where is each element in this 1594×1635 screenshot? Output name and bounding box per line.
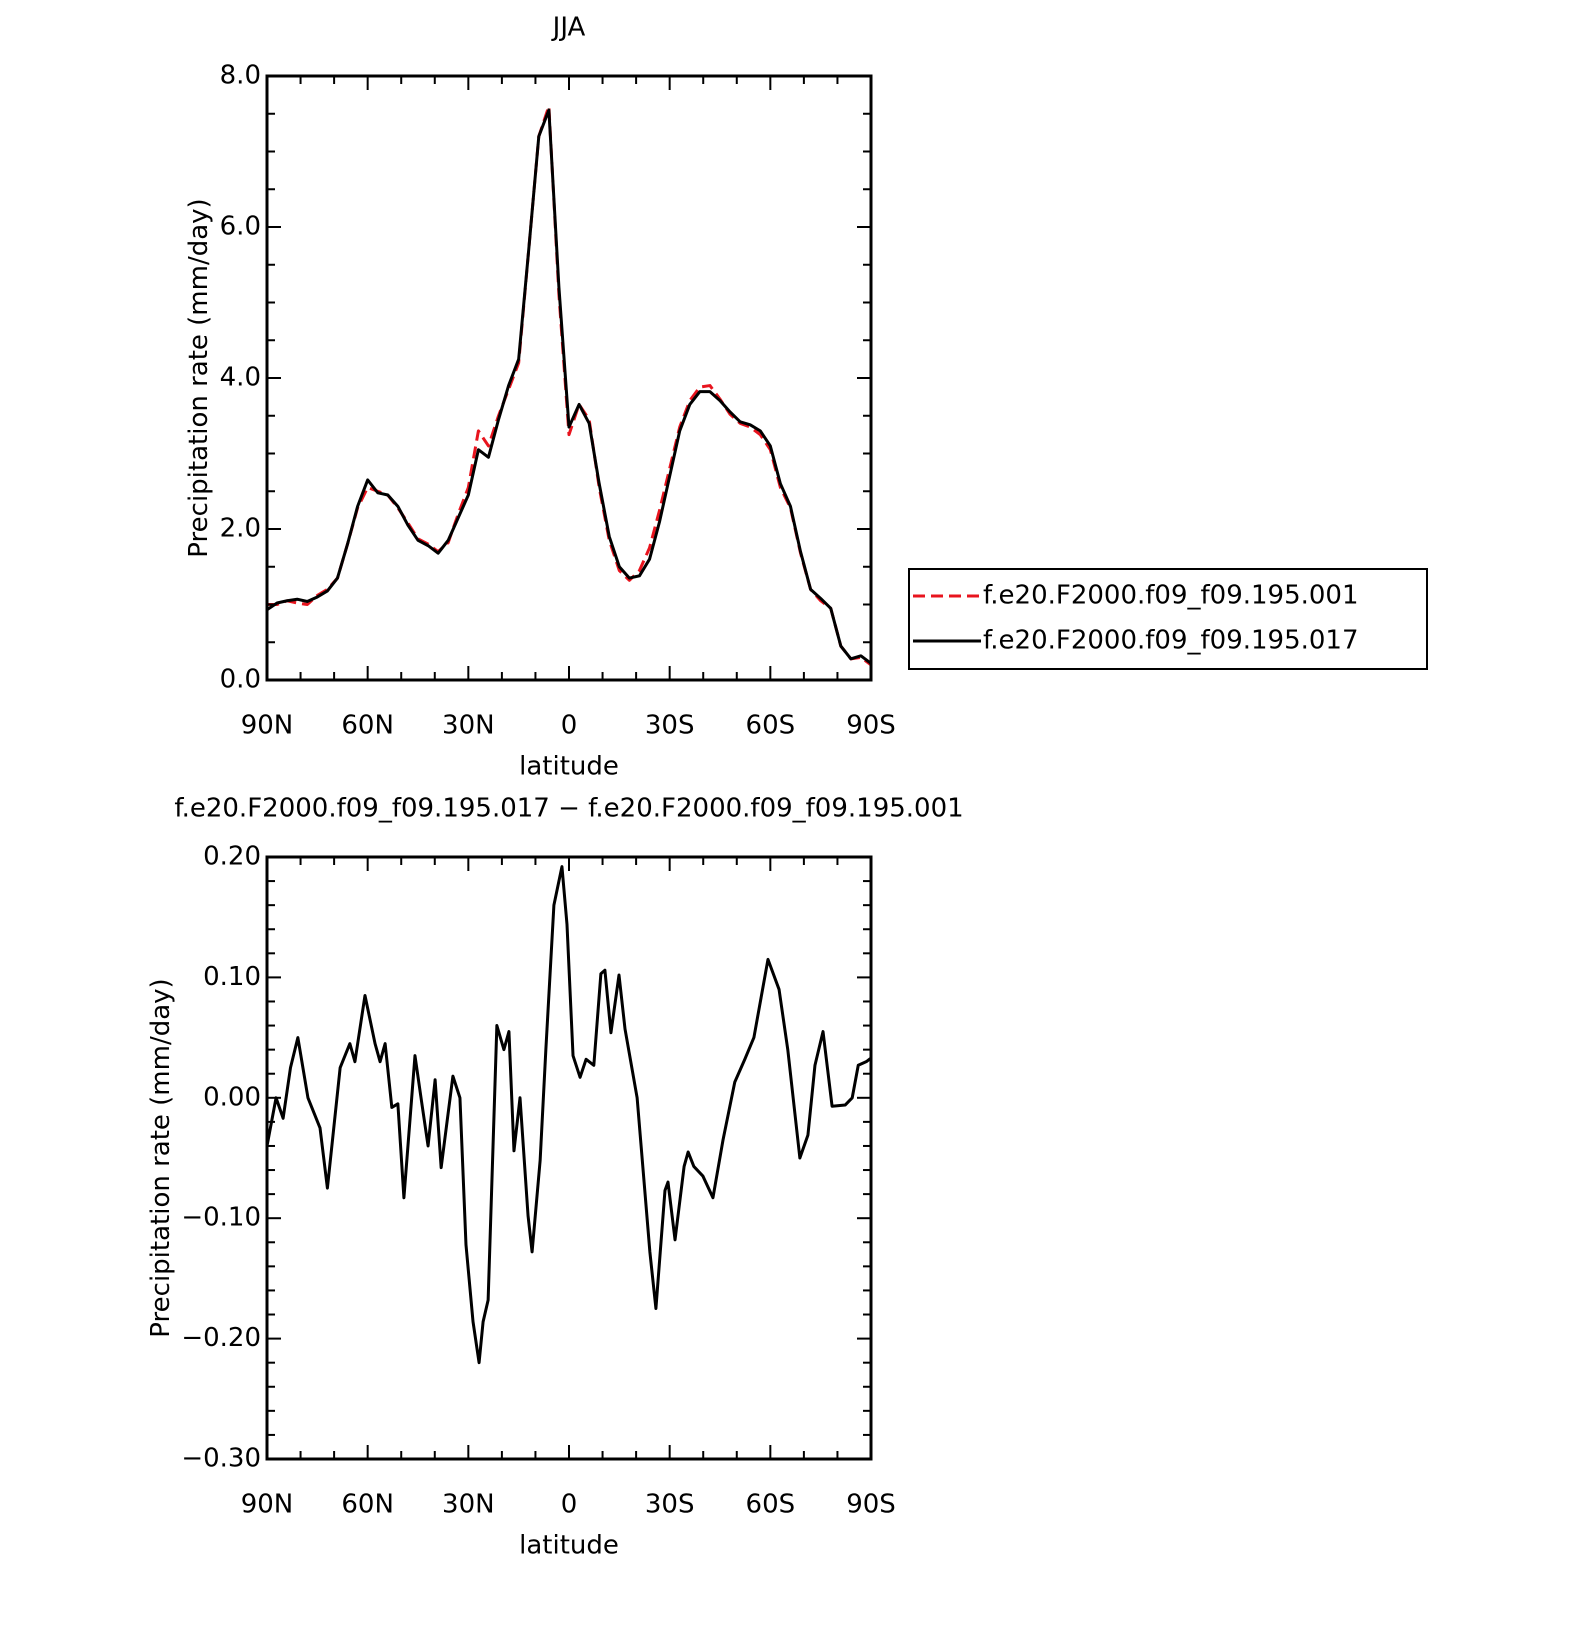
y-tick-label: −0.10 [181, 1203, 261, 1233]
legend-label: f.e20.F2000.f09_f09.195.001 [983, 581, 1359, 611]
x-tick-label: 90N [241, 1490, 294, 1520]
x-tick-label: 30N [442, 1490, 495, 1520]
x-tick-label: 90S [846, 1490, 896, 1520]
y-axis-label: Precipitation rate (mm/day) [184, 198, 214, 557]
data-line [267, 104, 872, 667]
y-tick-label: 0.10 [203, 962, 261, 992]
x-axis-label: latitude [519, 752, 619, 782]
legend-box [908, 568, 1428, 670]
x-tick-label: 60N [341, 711, 394, 741]
y-tick-label: −0.30 [181, 1444, 261, 1474]
x-tick-label: 30N [442, 711, 495, 741]
x-tick-label: 30S [645, 1490, 695, 1520]
data-line [265, 865, 872, 1365]
x-tick-label: 90S [846, 711, 896, 741]
chart-title: JJA [551, 13, 586, 43]
x-tick-label: 60S [746, 711, 796, 741]
x-tick-label: 0 [561, 1490, 578, 1520]
x-tick-label: 30S [645, 711, 695, 741]
x-tick-label: 60S [746, 1490, 796, 1520]
x-tick-label: 60N [341, 1490, 394, 1520]
y-tick-label: 2.0 [220, 514, 261, 544]
x-axis-label: latitude [519, 1531, 619, 1561]
legend-label: f.e20.F2000.f09_f09.195.017 [983, 626, 1359, 656]
x-tick-label: 90N [241, 711, 294, 741]
y-tick-label: 6.0 [220, 212, 261, 242]
data-line [266, 108, 872, 665]
y-tick-label: −0.20 [181, 1323, 261, 1353]
chart-title: f.e20.F2000.f09_f09.195.017 − f.e20.F200… [174, 794, 963, 824]
y-tick-label: 0.20 [203, 842, 261, 872]
y-tick-label: 8.0 [220, 61, 261, 91]
y-tick-label: 4.0 [220, 363, 261, 393]
y-tick-label: 0.00 [203, 1082, 261, 1112]
y-tick-label: 0.0 [220, 665, 261, 695]
plot-frame [265, 74, 873, 682]
x-tick-label: 0 [561, 711, 578, 741]
y-axis-label: Precipitation rate (mm/day) [146, 978, 176, 1337]
